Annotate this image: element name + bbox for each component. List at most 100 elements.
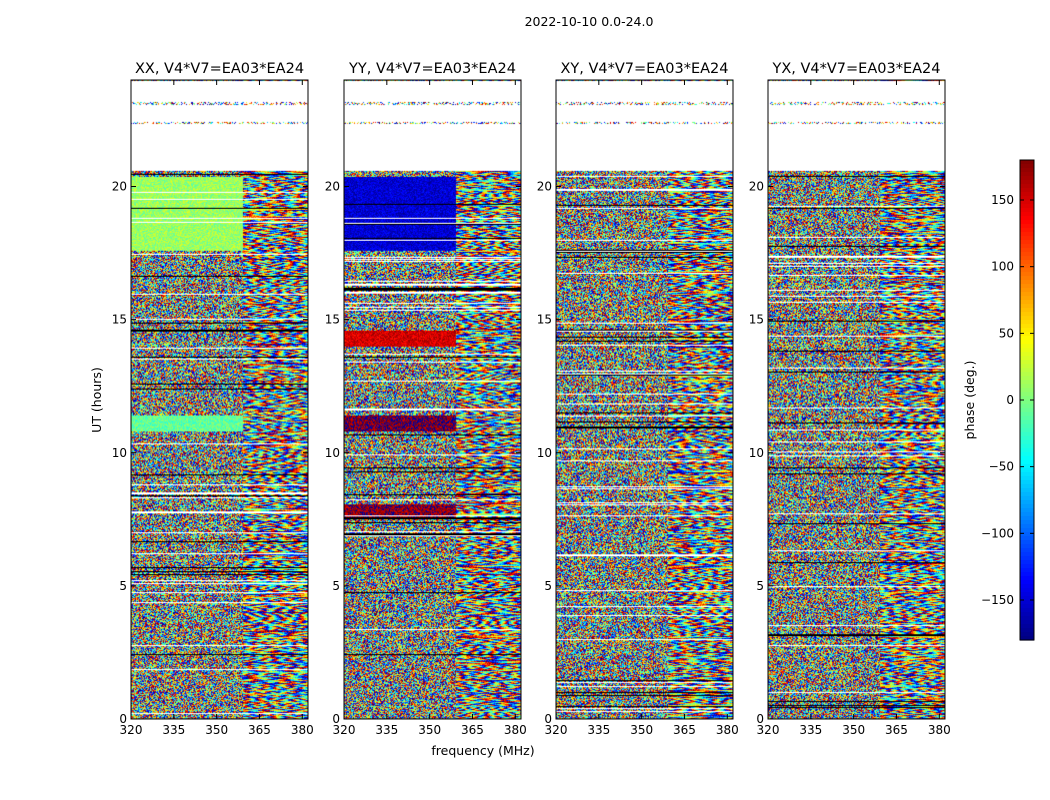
colorbar-segment: [1020, 372, 1034, 377]
colorbar-segment: [1020, 600, 1034, 605]
colorbar-segment: [1020, 508, 1034, 513]
colorbar-segment: [1020, 176, 1034, 181]
colorbar-segment: [1020, 504, 1034, 509]
panel-frame: [343, 79, 522, 720]
colorbar-segment: [1020, 604, 1034, 609]
panel-title: XX, V4*V7=EA03*EA24: [135, 61, 304, 77]
y-tick-label: 5: [756, 579, 764, 593]
colorbar-segment: [1020, 620, 1034, 625]
colorbar-segment: [1020, 500, 1034, 505]
colorbar-segment: [1020, 336, 1034, 341]
colorbar-segment: [1020, 440, 1034, 445]
colorbar-segment: [1020, 168, 1034, 173]
colorbar-segment: [1020, 476, 1034, 481]
colorbar-segment: [1020, 496, 1034, 501]
y-tick-label: 20: [112, 180, 127, 194]
x-tick-label: 380: [716, 723, 739, 737]
colorbar-segment: [1020, 288, 1034, 293]
y-tick-label: 15: [112, 313, 127, 327]
x-tick-label: 320: [545, 723, 568, 737]
x-tick-label: 320: [120, 723, 143, 737]
colorbar-tick-label: 50: [999, 326, 1014, 340]
panel-frame: [767, 79, 946, 720]
colorbar-segment: [1020, 624, 1034, 629]
colorbar-segment: [1020, 180, 1034, 185]
colorbar-segment: [1020, 220, 1034, 225]
colorbar-segment: [1020, 492, 1034, 497]
y-tick-label: 10: [537, 446, 552, 460]
colorbar-segment: [1020, 332, 1034, 337]
colorbar-segment: [1020, 544, 1034, 549]
colorbar-segment: [1020, 584, 1034, 589]
colorbar-segment: [1020, 392, 1034, 397]
colorbar-segment: [1020, 516, 1034, 521]
colorbar-segment: [1020, 364, 1034, 369]
colorbar-segment: [1020, 408, 1034, 413]
colorbar-segment: [1020, 460, 1034, 465]
colorbar: 150 100 50 0 −50 −100 −150: [981, 159, 1035, 641]
x-tick-label: 365: [248, 723, 271, 737]
x-tick-label: 335: [162, 723, 185, 737]
colorbar-segment: [1020, 212, 1034, 217]
colorbar-segment: [1020, 192, 1034, 197]
panels-group: XX, V4*V7=EA03*EA24 320 335 350 365 380 0 5 10 15…: [112, 61, 951, 737]
y-tick-label: 10: [325, 446, 340, 460]
colorbar-segment: [1020, 348, 1034, 353]
x-tick-label: 365: [461, 723, 484, 737]
colorbar-segment: [1020, 536, 1034, 541]
panel-yy: YY, V4*V7=EA03*EA24 320 335 350 365 380 0 5 10 15…: [325, 61, 527, 737]
colorbar-segment: [1020, 360, 1034, 365]
colorbar-segment: [1020, 352, 1034, 357]
colorbar-segment: [1020, 208, 1034, 213]
colorbar-segment: [1020, 532, 1034, 537]
colorbar-segment: [1020, 552, 1034, 557]
panel-xy: XY, V4*V7=EA03*EA24 320 335 350 365 380 0 5 10 15…: [537, 61, 739, 737]
phase-waterfall-yx: [768, 80, 945, 719]
y-tick-label: 5: [544, 579, 552, 593]
y-tick-label: 20: [749, 180, 764, 194]
colorbar-segment: [1020, 436, 1034, 441]
x-axis-label: frequency (MHz): [431, 743, 534, 758]
colorbar-segment: [1020, 236, 1034, 241]
colorbar-segment: [1020, 400, 1034, 405]
panel-yx: YX, V4*V7=EA03*EA24 320 335 350 365 380 0 5 10 15…: [749, 61, 951, 737]
colorbar-segment: [1020, 556, 1034, 561]
colorbar-segment: [1020, 564, 1034, 569]
colorbar-segment: [1020, 412, 1034, 417]
phase-waterfall-xx: [131, 80, 308, 719]
colorbar-segment: [1020, 576, 1034, 581]
colorbar-segment: [1020, 560, 1034, 565]
colorbar-segment: [1020, 172, 1034, 177]
colorbar-segment: [1020, 356, 1034, 361]
x-tick-label: 335: [799, 723, 822, 737]
colorbar-segment: [1020, 384, 1034, 389]
colorbar-segment: [1020, 488, 1034, 493]
colorbar-segment: [1020, 252, 1034, 257]
colorbar-segment: [1020, 292, 1034, 297]
colorbar-segment: [1020, 468, 1034, 473]
colorbar-segment: [1020, 528, 1034, 533]
colorbar-segment: [1020, 636, 1034, 641]
colorbar-segment: [1020, 520, 1034, 525]
colorbar-segment: [1020, 464, 1034, 469]
colorbar-segment: [1020, 188, 1034, 193]
colorbar-tick-label: 0: [1006, 393, 1014, 407]
colorbar-segment: [1020, 540, 1034, 545]
colorbar-segment: [1020, 164, 1034, 169]
y-tick-label: 20: [325, 180, 340, 194]
colorbar-segment: [1020, 308, 1034, 313]
colorbar-segment: [1020, 264, 1034, 269]
colorbar-segment: [1020, 316, 1034, 321]
colorbar-segment: [1020, 592, 1034, 597]
colorbar-segment: [1020, 300, 1034, 305]
colorbar-segment: [1020, 228, 1034, 233]
colorbar-segment: [1020, 480, 1034, 485]
colorbar-segment: [1020, 204, 1034, 209]
colorbar-tick-label: 150: [991, 193, 1014, 207]
colorbar-tick-label: −150: [981, 593, 1014, 607]
colorbar-segment: [1020, 268, 1034, 273]
colorbar-segment: [1020, 596, 1034, 601]
y-tick-label: 10: [749, 446, 764, 460]
x-tick-label: 380: [928, 723, 951, 737]
